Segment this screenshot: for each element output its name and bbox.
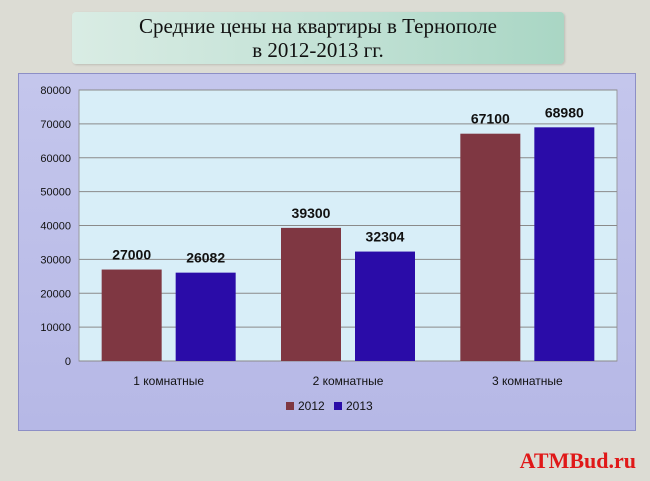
data-label: 68980 [545,104,584,120]
y-tick-label: 30000 [40,254,71,266]
data-label: 67100 [471,111,510,127]
data-label: 26082 [186,250,225,266]
y-tick-label: 40000 [40,221,71,233]
bar [281,227,341,361]
bar [460,133,521,361]
data-label: 27000 [112,247,151,263]
x-tick-label: 1 комнатные [133,374,204,388]
y-tick-label: 0 [65,356,71,368]
y-tick-label: 50000 [40,187,71,199]
chart-title: Средние цены на квартиры в Тернополе в 2… [72,14,564,62]
y-tick-label: 80000 [40,85,71,97]
y-tick-label: 20000 [40,288,71,300]
legend-swatch [334,402,342,410]
bar [175,272,236,361]
chart-title-line1: Средние цены на квартиры в Тернополе [139,14,497,38]
bar [101,269,162,361]
x-tick-label: 2 комнатные [313,374,384,388]
legend-swatch [286,402,294,410]
x-tick-label: 3 комнатные [492,374,563,388]
y-tick-label: 70000 [40,119,71,131]
watermark-logo: ATMBud.ru [519,448,636,473]
data-label: 39300 [292,205,331,221]
y-tick-label: 10000 [40,322,71,334]
title-banner [72,12,564,64]
bar [534,127,595,361]
y-tick-label: 60000 [40,153,71,165]
legend-label: 2012 [298,399,325,413]
bar [355,251,415,361]
data-label: 32304 [366,229,405,245]
chart-title-line2: в 2012-2013 гг. [252,38,384,62]
legend-label: 2013 [346,399,373,413]
